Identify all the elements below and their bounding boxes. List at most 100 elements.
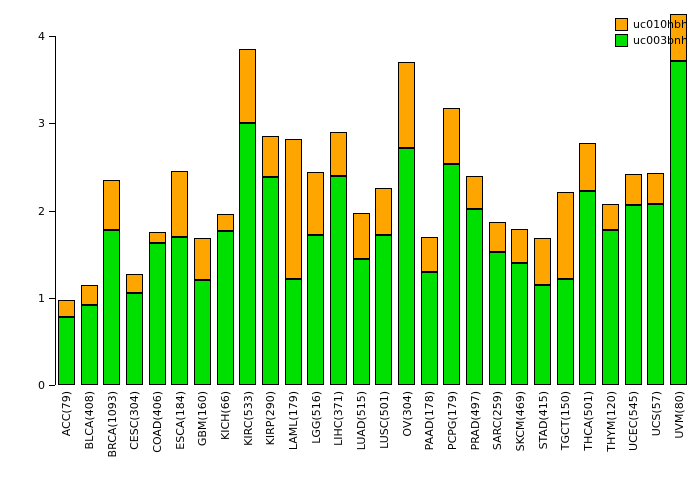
x-tick-label: STAD(415) <box>536 391 550 450</box>
bar-segment-uc003bnh <box>80 304 98 385</box>
x-tick-label: UVM(80) <box>672 391 686 439</box>
bar-segment-uc003bnh <box>443 164 461 385</box>
x-tick-label: SKCM(469) <box>513 391 527 452</box>
bar-segment-uc010hbh <box>420 236 438 272</box>
y-tick <box>49 123 55 125</box>
bar-segment-uc003bnh <box>375 235 393 385</box>
bar-segment-uc010hbh <box>511 228 529 263</box>
bar-segment-uc010hbh <box>443 107 461 165</box>
x-tick-label: LGG(516) <box>309 391 323 444</box>
bar-segment-uc003bnh <box>670 60 688 385</box>
legend-swatch-green <box>615 34 629 47</box>
bar-segment-uc010hbh <box>352 213 370 260</box>
bar-segment-uc003bnh <box>579 191 597 385</box>
bar-segment-uc003bnh <box>125 293 143 385</box>
x-tick-label: GBM(160) <box>196 391 210 447</box>
bar-segment-uc003bnh <box>352 259 370 385</box>
bar-segment-uc010hbh <box>103 180 121 230</box>
x-tick-label: CESC(304) <box>128 391 142 450</box>
bar-segment-uc010hbh <box>647 173 665 205</box>
bar-segment-uc003bnh <box>261 177 279 385</box>
bar-segment-uc003bnh <box>216 230 234 385</box>
y-tick-label: 3 <box>38 117 45 131</box>
x-tick-label: UCS(57) <box>649 391 663 437</box>
x-tick-label: LIHC(371) <box>332 391 346 446</box>
x-tick-label: THCA(501) <box>581 391 595 451</box>
bar-segment-uc010hbh <box>534 238 552 285</box>
bar-segment-uc010hbh <box>624 173 642 206</box>
bar-segment-uc010hbh <box>466 175 484 209</box>
legend-item-uc010hbh: uc010hbh <box>615 18 688 31</box>
bar-segment-uc003bnh <box>103 229 121 385</box>
x-tick-label: OV(304) <box>400 391 414 437</box>
bar-segment-uc010hbh <box>216 214 234 231</box>
bar-segment-uc010hbh <box>602 204 620 230</box>
x-tick-label: PCPG(179) <box>445 391 459 451</box>
bar-segment-uc003bnh <box>420 271 438 385</box>
x-tick-label: KIRP(290) <box>264 391 278 446</box>
y-tick <box>49 297 55 299</box>
y-tick <box>49 385 55 386</box>
x-tick-label: LAML(179) <box>287 391 301 451</box>
x-tick-label: PRAD(497) <box>468 391 482 451</box>
x-tick-label: COAD(406) <box>151 391 165 453</box>
bar-segment-uc003bnh <box>398 147 416 385</box>
bar-segment-uc010hbh <box>398 62 416 148</box>
bar-segment-uc003bnh <box>511 262 529 385</box>
bar-segment-uc003bnh <box>307 235 325 385</box>
bar-segment-uc003bnh <box>556 278 574 385</box>
bar-segment-uc010hbh <box>579 143 597 192</box>
bar-segment-uc010hbh <box>57 300 75 317</box>
bar-segment-uc010hbh <box>670 14 688 61</box>
bar-segment-uc010hbh <box>375 187 393 235</box>
legend: uc010hbh uc003bnh <box>615 18 688 47</box>
y-tick <box>49 210 55 212</box>
bar-segment-uc010hbh <box>125 274 143 294</box>
bar-segment-uc003bnh <box>466 208 484 385</box>
legend-item-uc003bnh: uc003bnh <box>615 34 688 47</box>
x-tick-label: TGCT(150) <box>559 391 573 451</box>
x-tick-label: KICH(66) <box>219 391 233 440</box>
bar-segment-uc003bnh <box>329 175 347 385</box>
legend-label: uc003bnh <box>633 34 688 47</box>
x-tick-label: ESCA(184) <box>173 391 187 450</box>
x-tick-label: LUAD(515) <box>355 391 369 451</box>
y-tick-label: 0 <box>38 379 45 392</box>
bar-segment-uc010hbh <box>239 49 257 124</box>
x-tick-label: THYM(120) <box>604 391 618 452</box>
bar-segment-uc010hbh <box>148 232 166 243</box>
bar-segment-uc010hbh <box>556 192 574 279</box>
bar-segment-uc010hbh <box>307 172 325 235</box>
x-tick-label: SARC(259) <box>491 391 505 451</box>
x-tick-label: KIRC(533) <box>241 391 255 446</box>
bar-segment-uc010hbh <box>488 221 506 252</box>
x-tick-label: PAAD(178) <box>423 391 437 451</box>
x-tick-label: ACC(79) <box>60 391 74 437</box>
x-tick-label: LUSC(501) <box>377 391 391 449</box>
y-tick-label: 4 <box>38 30 45 44</box>
y-tick <box>49 36 55 38</box>
bar-segment-uc010hbh <box>261 136 279 178</box>
legend-label: uc010hbh <box>633 18 688 31</box>
bar-segment-uc003bnh <box>284 278 302 385</box>
bar-segment-uc010hbh <box>284 139 302 279</box>
legend-swatch-orange <box>615 18 629 31</box>
x-tick-label: BLCA(408) <box>83 391 97 450</box>
bar-segment-uc003bnh <box>239 123 257 385</box>
y-axis-line <box>55 36 56 385</box>
bar-segment-uc010hbh <box>171 171 189 237</box>
bar-segment-uc003bnh <box>193 280 211 385</box>
y-tick-label: 1 <box>38 291 45 305</box>
bar-segment-uc003bnh <box>171 236 189 385</box>
bar-segment-uc010hbh <box>193 238 211 281</box>
x-tick-label: BRCA(1093) <box>105 391 119 458</box>
bar-segment-uc003bnh <box>488 251 506 385</box>
bar-segment-uc010hbh <box>80 284 98 305</box>
bar-segment-uc003bnh <box>534 284 552 385</box>
bar-segment-uc010hbh <box>329 132 347 176</box>
bar-segment-uc003bnh <box>602 229 620 385</box>
bar-segment-uc003bnh <box>624 205 642 385</box>
bar-segment-uc003bnh <box>647 204 665 385</box>
